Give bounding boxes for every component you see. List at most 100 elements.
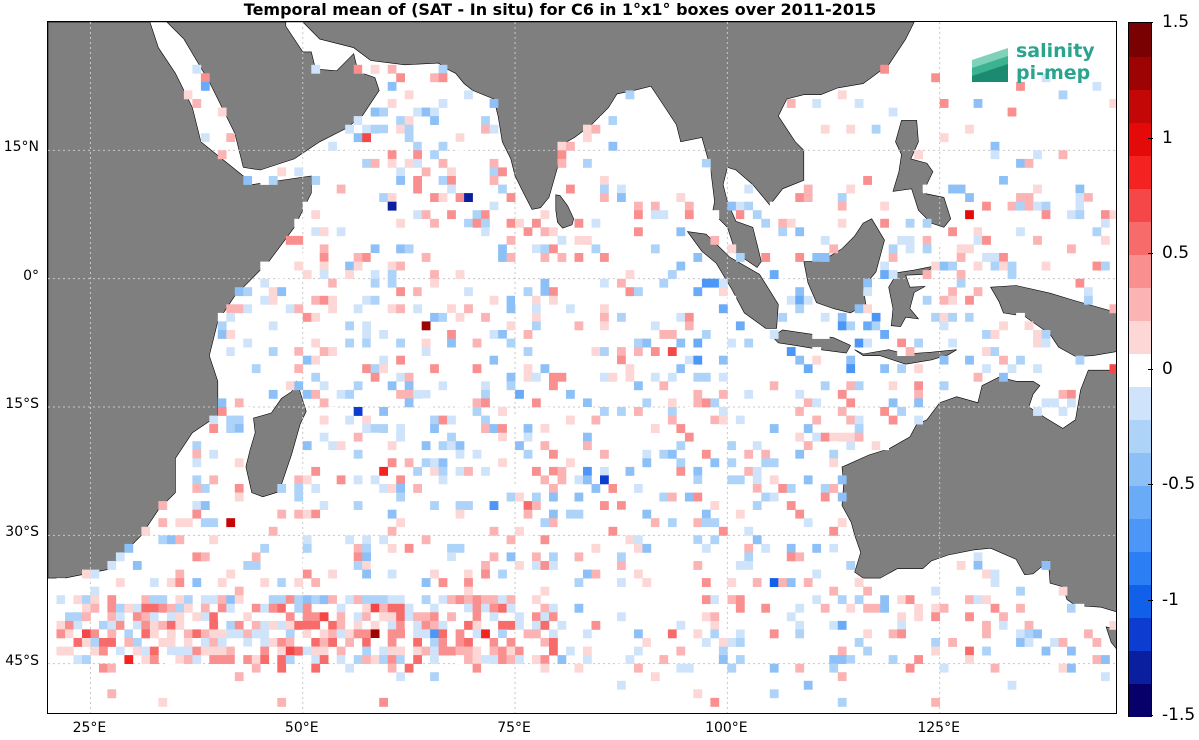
data-cell bbox=[387, 458, 397, 468]
data-cell bbox=[710, 415, 720, 425]
data-cell bbox=[727, 663, 737, 673]
data-cell bbox=[226, 629, 236, 639]
data-cell bbox=[294, 167, 304, 177]
data-cell bbox=[464, 501, 473, 510]
data-cell bbox=[328, 304, 337, 314]
data-cell bbox=[277, 167, 287, 177]
data-cell bbox=[965, 655, 974, 664]
data-cell bbox=[735, 638, 745, 647]
data-cell bbox=[752, 484, 762, 493]
data-cell bbox=[217, 629, 227, 639]
data-cell bbox=[735, 509, 745, 519]
data-cell bbox=[234, 492, 244, 502]
data-cell bbox=[1016, 629, 1025, 639]
data-cell bbox=[650, 210, 660, 220]
data-cell bbox=[302, 535, 312, 545]
data-cell bbox=[659, 381, 669, 391]
data-cell bbox=[362, 133, 371, 143]
data-cell bbox=[549, 561, 558, 570]
data-cell bbox=[107, 603, 117, 613]
data-cell bbox=[209, 535, 219, 545]
colorbar-tick-label: 1.5 bbox=[1162, 12, 1190, 32]
data-cell bbox=[744, 424, 754, 433]
data-cell bbox=[735, 415, 745, 425]
data-cell bbox=[506, 620, 516, 630]
data-cell bbox=[795, 603, 805, 613]
data-cell bbox=[718, 415, 728, 425]
data-cell bbox=[1016, 81, 1025, 91]
data-cell bbox=[506, 492, 516, 502]
data-cell bbox=[353, 552, 363, 562]
data-cell bbox=[175, 595, 185, 605]
data-cell bbox=[905, 218, 915, 228]
data-cell bbox=[455, 543, 465, 553]
data-cell bbox=[523, 364, 533, 374]
data-cell bbox=[124, 629, 134, 639]
data-cell bbox=[693, 535, 703, 545]
data-cell bbox=[438, 287, 448, 297]
data-cell bbox=[387, 663, 397, 673]
data-cell bbox=[540, 287, 550, 297]
data-cell bbox=[430, 655, 439, 664]
data-cell bbox=[277, 509, 287, 519]
data-cell bbox=[812, 543, 822, 553]
data-cell bbox=[379, 655, 388, 664]
data-cell bbox=[557, 655, 567, 664]
data-cell bbox=[285, 235, 295, 245]
data-cell bbox=[761, 253, 771, 262]
data-cell bbox=[370, 253, 380, 262]
data-cell bbox=[447, 381, 456, 391]
data-cell bbox=[659, 330, 669, 339]
data-cell bbox=[829, 458, 839, 468]
data-cell bbox=[1007, 620, 1017, 630]
data-cell bbox=[379, 407, 388, 416]
data-cell bbox=[277, 646, 287, 656]
data-cell bbox=[268, 176, 278, 185]
data-cell bbox=[557, 141, 567, 151]
data-cell bbox=[370, 603, 380, 613]
data-cell bbox=[1084, 629, 1093, 639]
data-cell bbox=[540, 432, 550, 442]
data-cell bbox=[455, 466, 465, 476]
data-cell bbox=[302, 466, 312, 476]
data-cell bbox=[617, 355, 626, 365]
data-cell bbox=[786, 612, 796, 622]
data-cell bbox=[549, 603, 558, 613]
data-cell bbox=[557, 612, 567, 622]
data-cell bbox=[404, 458, 414, 468]
data-cell bbox=[370, 449, 380, 459]
data-cell bbox=[447, 338, 456, 348]
data-cell bbox=[693, 629, 703, 639]
data-cell bbox=[192, 612, 202, 622]
data-cell bbox=[328, 569, 337, 579]
data-cell bbox=[540, 424, 550, 433]
data-cell bbox=[294, 646, 304, 656]
data-cell bbox=[931, 235, 940, 245]
data-cell bbox=[379, 646, 388, 656]
data-cell bbox=[353, 381, 363, 391]
colorbar-segment bbox=[1129, 551, 1151, 585]
data-cell bbox=[710, 535, 720, 545]
data-cell bbox=[650, 347, 660, 356]
data-cell bbox=[532, 295, 541, 305]
data-cell bbox=[693, 338, 703, 348]
logo-text-pimep: pi-mep bbox=[1016, 62, 1091, 84]
data-cell bbox=[786, 543, 796, 553]
data-cell bbox=[481, 612, 490, 622]
data-cell bbox=[880, 407, 889, 416]
data-cell bbox=[948, 338, 957, 348]
data-cell bbox=[837, 697, 847, 707]
data-cell bbox=[837, 655, 847, 664]
data-cell bbox=[617, 484, 626, 493]
data-cell bbox=[260, 578, 270, 587]
data-cell bbox=[1101, 210, 1110, 220]
data-cell bbox=[421, 646, 431, 656]
data-cell bbox=[871, 312, 881, 322]
data-cell bbox=[319, 270, 329, 279]
data-cell bbox=[837, 389, 847, 399]
data-cell bbox=[735, 338, 745, 348]
data-cell bbox=[778, 578, 788, 587]
data-cell bbox=[625, 287, 635, 297]
data-cell bbox=[600, 253, 609, 262]
data-cell bbox=[820, 432, 830, 442]
